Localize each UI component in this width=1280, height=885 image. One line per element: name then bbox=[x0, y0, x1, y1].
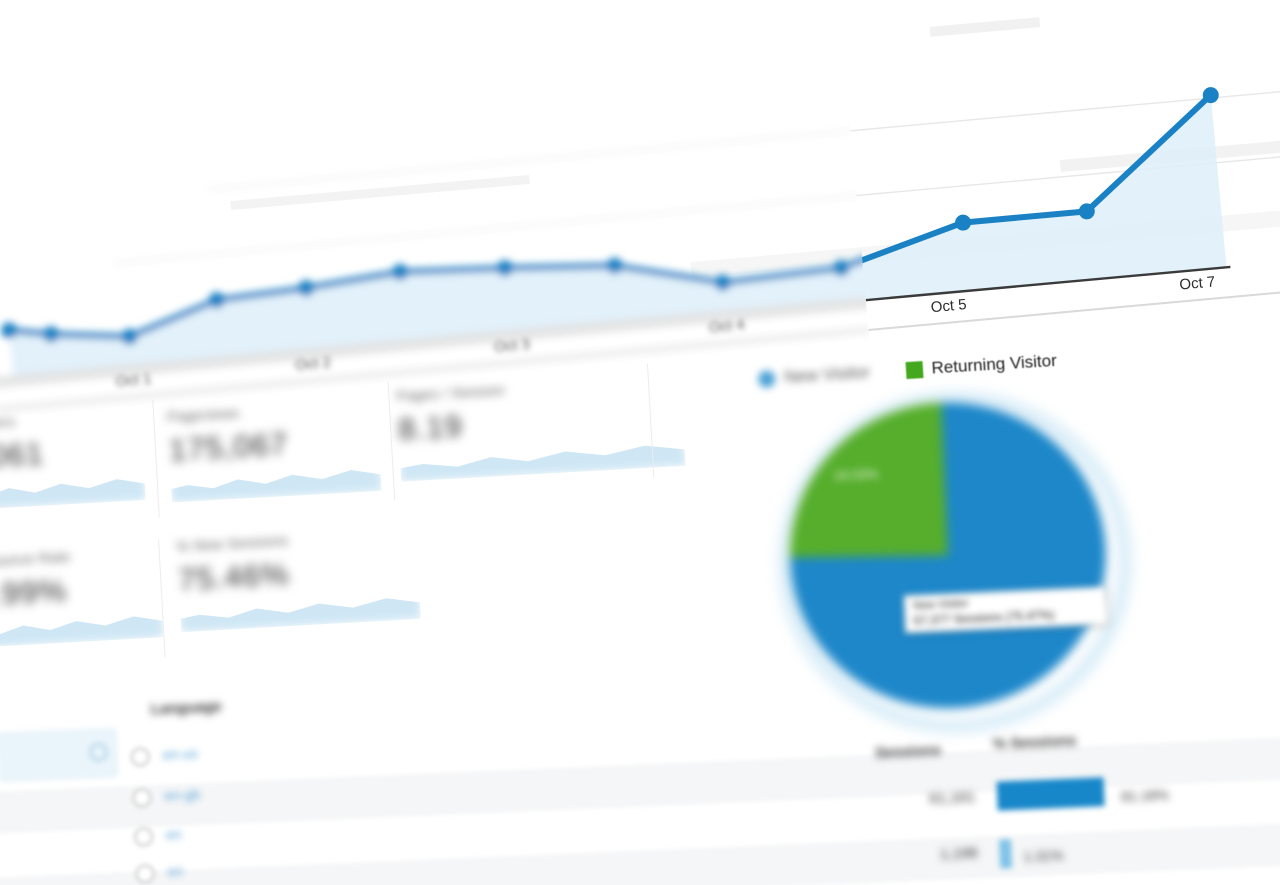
data-point bbox=[1078, 203, 1095, 220]
stat-sparkline bbox=[0, 470, 146, 511]
stat-value: 75.46% bbox=[177, 556, 291, 598]
table-row-stripe bbox=[0, 819, 1280, 885]
stat-label: Pageviews bbox=[166, 404, 240, 425]
x-axis bbox=[838, 265, 1231, 319]
sessions-column-header[interactable]: Sessions bbox=[874, 741, 942, 762]
stat-card-bounce-rate[interactable]: Bounce Rate 49.99% bbox=[0, 543, 175, 673]
radio-icon[interactable] bbox=[130, 747, 151, 767]
x-axis-2 bbox=[838, 288, 1280, 348]
stat-label: Bounce Rate bbox=[0, 548, 71, 570]
pct-sessions-value: 81.18% bbox=[1120, 786, 1170, 805]
language-column-header: Language bbox=[150, 698, 222, 719]
data-point bbox=[1202, 87, 1219, 104]
data-point bbox=[714, 274, 731, 291]
search-input[interactable] bbox=[0, 728, 118, 782]
stat-card-pageviews[interactable]: Pageviews 175,067 bbox=[167, 396, 408, 527]
overview-stats-section: Users 61,061 Pageviews 175,067 Pages / S… bbox=[0, 354, 836, 709]
stat-label: Users bbox=[0, 413, 16, 432]
sessions-timeline-section: Oct 1 Oct 2 Oct 3 Oct 4 Oct 5 Oct 7 bbox=[0, 0, 1280, 450]
data-point bbox=[955, 214, 972, 231]
data-point bbox=[833, 260, 850, 277]
x-axis-band-2 bbox=[0, 325, 871, 414]
gridline bbox=[113, 154, 873, 264]
pie-slice-label: 24.53% bbox=[833, 466, 879, 484]
data-point bbox=[121, 328, 138, 345]
data-point bbox=[208, 292, 225, 309]
data-point bbox=[1, 322, 18, 339]
chart-blurred-half bbox=[0, 89, 873, 414]
stat-value: 61,061 bbox=[0, 435, 45, 477]
stat-card-users[interactable]: Users 61,061 bbox=[0, 406, 157, 536]
data-point bbox=[606, 257, 623, 274]
x-tick-label: Oct 7 bbox=[1178, 273, 1216, 294]
sessions-value: 61,161 bbox=[928, 788, 976, 808]
data-point bbox=[298, 280, 315, 297]
gridline bbox=[838, 154, 1280, 264]
gridline bbox=[838, 89, 1280, 191]
search-icon bbox=[89, 742, 108, 762]
sessions-line-chart[interactable] bbox=[0, 0, 1280, 450]
x-tick-label: Oct 2 bbox=[294, 353, 332, 375]
stat-sparkline bbox=[170, 461, 381, 503]
area-fill bbox=[9, 95, 873, 378]
language-link[interactable]: en-us bbox=[162, 745, 199, 763]
stat-value: 49.99% bbox=[0, 572, 68, 614]
stat-sparkline bbox=[0, 607, 163, 648]
stat-value: 8.19 bbox=[397, 408, 464, 447]
data-point bbox=[392, 263, 409, 280]
stat-value: 175,067 bbox=[168, 426, 289, 468]
language-link[interactable]: en-gb bbox=[164, 786, 201, 804]
pct-sessions-column-header[interactable]: % Sessions bbox=[992, 732, 1077, 753]
x-axis-band bbox=[0, 296, 871, 389]
data-point bbox=[43, 326, 60, 343]
language-link[interactable]: en bbox=[165, 825, 182, 843]
x-tick-label: Oct 1 bbox=[114, 370, 153, 391]
pct-sessions-value: 1.31% bbox=[1023, 846, 1064, 865]
pct-sessions-bar bbox=[998, 839, 1013, 869]
legend-square-icon bbox=[905, 360, 924, 379]
pct-sessions-bar bbox=[996, 777, 1105, 811]
stat-card-new-sessions[interactable]: % New Sessions 75.46% bbox=[176, 525, 427, 656]
gridline bbox=[207, 89, 873, 191]
radio-icon[interactable] bbox=[133, 827, 154, 847]
x-tick-label: Oct 4 bbox=[708, 316, 746, 337]
x-tick-label: Oct 5 bbox=[930, 296, 968, 317]
language-link[interactable]: en bbox=[167, 862, 184, 880]
data-point bbox=[496, 260, 513, 277]
x-tick-label: Oct 3 bbox=[493, 335, 531, 356]
